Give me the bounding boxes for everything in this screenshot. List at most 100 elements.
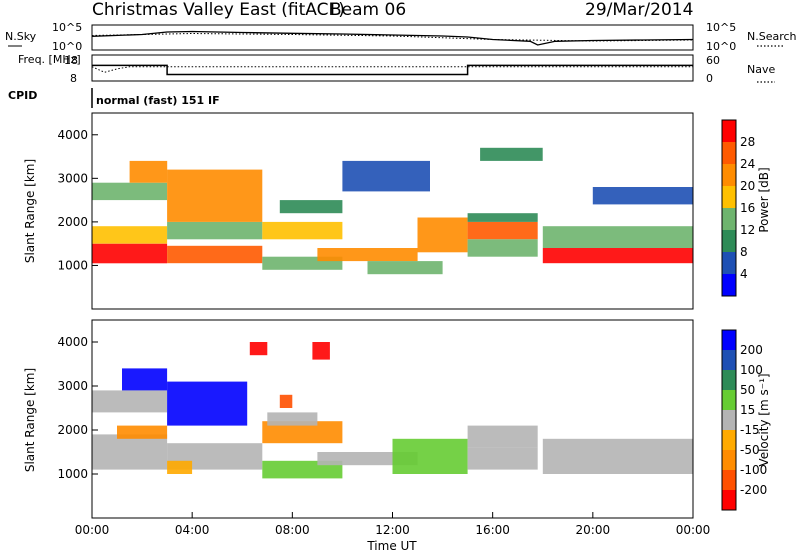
- nave-line: [91, 66, 693, 73]
- frequency-panel: Freq. [MHz] Nave 18 8 60 0: [18, 53, 775, 85]
- power-panel-band: [92, 243, 168, 264]
- power-panel-colorbar-tick: 24: [740, 157, 755, 171]
- velocity-panel-colorbar-tick: -15: [740, 423, 760, 437]
- power-panel-band: [167, 221, 263, 240]
- power-panel-band: [592, 187, 693, 205]
- power-panel-band: [317, 248, 418, 262]
- velocity-panel-colorbar-cell: [722, 330, 736, 351]
- power-panel-colorbar-cell: [722, 252, 736, 275]
- velocity-panel-band: [467, 447, 538, 470]
- velocity-panel-ytick-label: 4000: [57, 335, 88, 349]
- power-panel-band: [279, 200, 343, 214]
- velocity-colorbar-label: Velocity [m s⁻¹]: [757, 373, 771, 466]
- power-panel-band: [467, 221, 538, 240]
- velocity-xtick-label: 08:00: [275, 523, 310, 537]
- velocity-panel-colorbar-cell: [722, 410, 736, 431]
- power-panel: 1000 2000 3000 4000 Slant Range [km] 28 24 20…: [23, 112, 771, 310]
- power-panel-band: [480, 147, 543, 161]
- freq-right-tick-bottom: 0: [706, 72, 713, 85]
- power-panel-colorbar-tick: 28: [740, 135, 755, 149]
- power-panel-band: [167, 169, 263, 222]
- velocity-xtick-label: 20:00: [576, 523, 611, 537]
- velocity-panel-band: [467, 425, 538, 448]
- freq-right-label: Nave: [747, 63, 775, 76]
- velocity-panel-band: [92, 390, 168, 413]
- noise-right-tick-top: 10^5: [706, 21, 736, 34]
- velocity-panel-band: [249, 342, 268, 356]
- velocity-panel-colorbar-tick: -100: [740, 463, 767, 477]
- velocity-panel-ytick-label: 2000: [57, 423, 88, 437]
- velocity-xlabel: Time UT: [366, 539, 417, 553]
- velocity-panel-colorbar-tick: -200: [740, 483, 767, 497]
- beam-title: Beam 06: [330, 0, 406, 20]
- power-panel-colorbar-tick: 12: [740, 223, 755, 237]
- power-panel-colorbar-cell: [722, 186, 736, 209]
- noise-right-label: N.Search: [747, 30, 797, 43]
- velocity-panel-colorbar-cell: [722, 350, 736, 371]
- power-panel-colorbar-cell: [722, 142, 736, 165]
- cpid-label: CPID: [8, 89, 37, 102]
- velocity-panel-colorbar-cell: [722, 390, 736, 411]
- velocity-panel: 1000 2000 3000 4000 00:00 04:00 08:00 12:00 16:…: [23, 319, 771, 553]
- power-panel-colorbar-cell: [722, 120, 736, 143]
- power-panel-colorbar-tick: 4: [740, 267, 748, 281]
- velocity-panel-colorbar-tick: 50: [740, 383, 755, 397]
- power-panel-colorbar-cell: [722, 208, 736, 231]
- velocity-panel-band: [92, 434, 168, 470]
- noise-right-tick-bottom: 10^0: [706, 40, 736, 53]
- power-panel-band: [342, 160, 430, 192]
- power-panel-ytick-label: 4000: [57, 128, 88, 142]
- noise-sky-line: [91, 30, 694, 46]
- velocity-panel-band: [542, 438, 694, 474]
- frequency-line: [92, 64, 693, 76]
- velocity-panel-colorbar-cell: [722, 490, 736, 511]
- power-panel-ytick-label: 3000: [57, 171, 88, 185]
- velocity-xtick-label: 16:00: [475, 523, 510, 537]
- power-panel-band: [417, 217, 468, 253]
- power-panel-colorbar-tick: 8: [740, 245, 748, 259]
- station-title: Christmas Valley East (fitACF): [92, 0, 345, 20]
- power-panel-band: [262, 221, 343, 240]
- freq-right-tick-top: 60: [706, 54, 720, 67]
- noise-panel: N.Sky N.Search 10^5 10^0 10^5 10^0: [5, 21, 797, 53]
- velocity-ylabel: Slant Range [km]: [23, 368, 37, 472]
- power-ylabel: Slant Range [km]: [23, 159, 37, 263]
- cpid-value: normal (fast) 151 IF: [96, 94, 220, 107]
- power-panel-colorbar-tick: 16: [740, 201, 755, 215]
- velocity-panel-colorbar-cell: [722, 370, 736, 391]
- power-panel-band: [542, 226, 694, 248]
- velocity-panel-band: [279, 394, 293, 408]
- velocity-panel-colorbar-tick: 200: [740, 343, 763, 357]
- velocity-panel-colorbar-cell: [722, 470, 736, 491]
- power-panel-band: [467, 239, 538, 257]
- power-panel-band: [129, 160, 168, 183]
- noise-left-tick-top: 10^5: [52, 21, 82, 34]
- power-panel-band: [167, 245, 263, 264]
- power-panel-colorbar-cell: [722, 230, 736, 253]
- velocity-panel-band: [312, 342, 330, 360]
- velocity-panel-colorbar-tick: 15: [740, 403, 755, 417]
- date-title: 29/Mar/2014: [585, 0, 693, 20]
- power-panel-band: [542, 248, 694, 264]
- freq-left-label: Freq. [MHz]: [18, 53, 81, 66]
- power-panel-colorbar-cell: [722, 164, 736, 187]
- noise-left-label: N.Sky: [5, 30, 37, 43]
- velocity-panel-band: [117, 425, 168, 439]
- velocity-xtick-label: 00:00: [676, 523, 711, 537]
- power-panel-band: [92, 182, 168, 201]
- power-panel-ytick-label: 2000: [57, 215, 88, 229]
- velocity-xtick-label: 12:00: [375, 523, 410, 537]
- velocity-xtick-label: 04:00: [175, 523, 210, 537]
- noise-left-tick-bottom: 10^0: [52, 40, 82, 53]
- power-panel-band: [367, 261, 443, 275]
- power-panel-colorbar-cell: [722, 274, 736, 297]
- freq-left-tick-top: 18: [64, 54, 78, 67]
- power-panel-ytick-label: 1000: [57, 258, 88, 272]
- velocity-panel-colorbar-tick: -50: [740, 443, 760, 457]
- freq-left-tick-bottom: 8: [70, 72, 77, 85]
- velocity-panel-ytick-label: 3000: [57, 379, 88, 393]
- noise-search-line: [91, 32, 694, 42]
- velocity-panel-band: [262, 421, 343, 444]
- velocity-xtick-label: 00:00: [75, 523, 110, 537]
